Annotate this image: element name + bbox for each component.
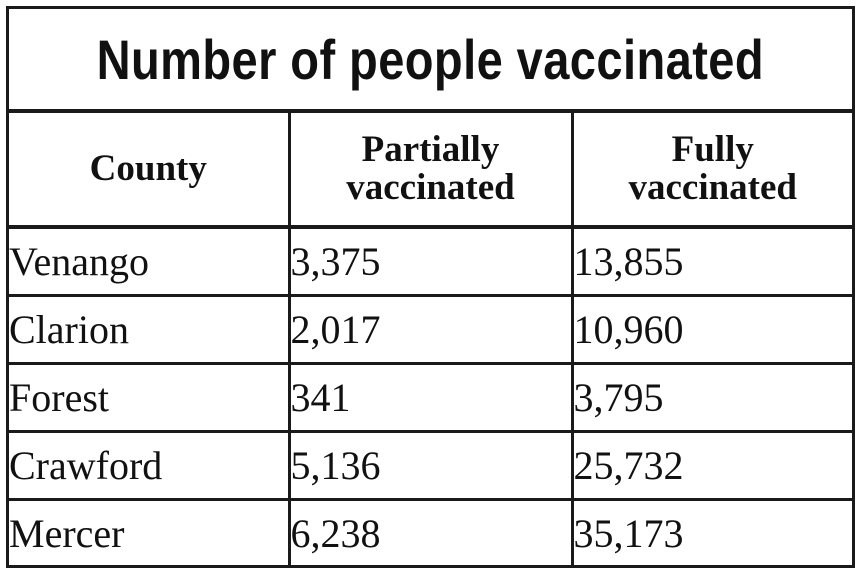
table-row: Forest 341 3,795 xyxy=(9,361,852,431)
county-cell: Clarion xyxy=(9,293,291,363)
county-cell: Mercer xyxy=(9,497,291,567)
vaccination-table-frame: Number of people vaccinated County Parti… xyxy=(6,6,855,568)
column-header-partially-vaccinated: Partially vaccinated xyxy=(289,113,574,229)
partially-vaccinated-cell: 6,238 xyxy=(289,497,574,567)
column-header-partially-line1: Partially xyxy=(361,129,500,170)
partially-vaccinated-cell: 5,136 xyxy=(289,429,574,499)
table-row: Venango 3,375 13,855 xyxy=(9,227,852,295)
column-header-partially-line2: vaccinated xyxy=(346,167,515,208)
fully-vaccinated-cell: 10,960 xyxy=(572,293,852,363)
column-header-fully-line1: Fully xyxy=(671,129,754,170)
vaccination-table: County Partially vaccinated Fully vaccin… xyxy=(9,113,852,567)
county-cell: Venango xyxy=(9,227,291,295)
partially-vaccinated-cell: 341 xyxy=(289,361,574,431)
county-cell: Forest xyxy=(9,361,291,431)
title-bar: Number of people vaccinated xyxy=(9,9,852,113)
partially-vaccinated-cell: 3,375 xyxy=(289,227,574,295)
column-header-county-label: County xyxy=(89,148,207,189)
column-header-fully-vaccinated: Fully vaccinated xyxy=(572,113,852,229)
header-row: County Partially vaccinated Fully vaccin… xyxy=(9,113,852,229)
table-row: Mercer 6,238 35,173 xyxy=(9,497,852,567)
column-header-county: County xyxy=(9,113,291,229)
county-cell: Crawford xyxy=(9,429,291,499)
fully-vaccinated-cell: 35,173 xyxy=(572,497,852,567)
fully-vaccinated-cell: 25,732 xyxy=(572,429,852,499)
partially-vaccinated-cell: 2,017 xyxy=(289,293,574,363)
table-row: Clarion 2,017 10,960 xyxy=(9,293,852,363)
table-title: Number of people vaccinated xyxy=(96,27,765,91)
fully-vaccinated-cell: 13,855 xyxy=(573,238,684,284)
table-row: Crawford 5,136 25,732 xyxy=(9,429,852,499)
column-header-fully-line2: vaccinated xyxy=(628,167,798,208)
fully-vaccinated-cell: 3,795 xyxy=(572,361,852,431)
